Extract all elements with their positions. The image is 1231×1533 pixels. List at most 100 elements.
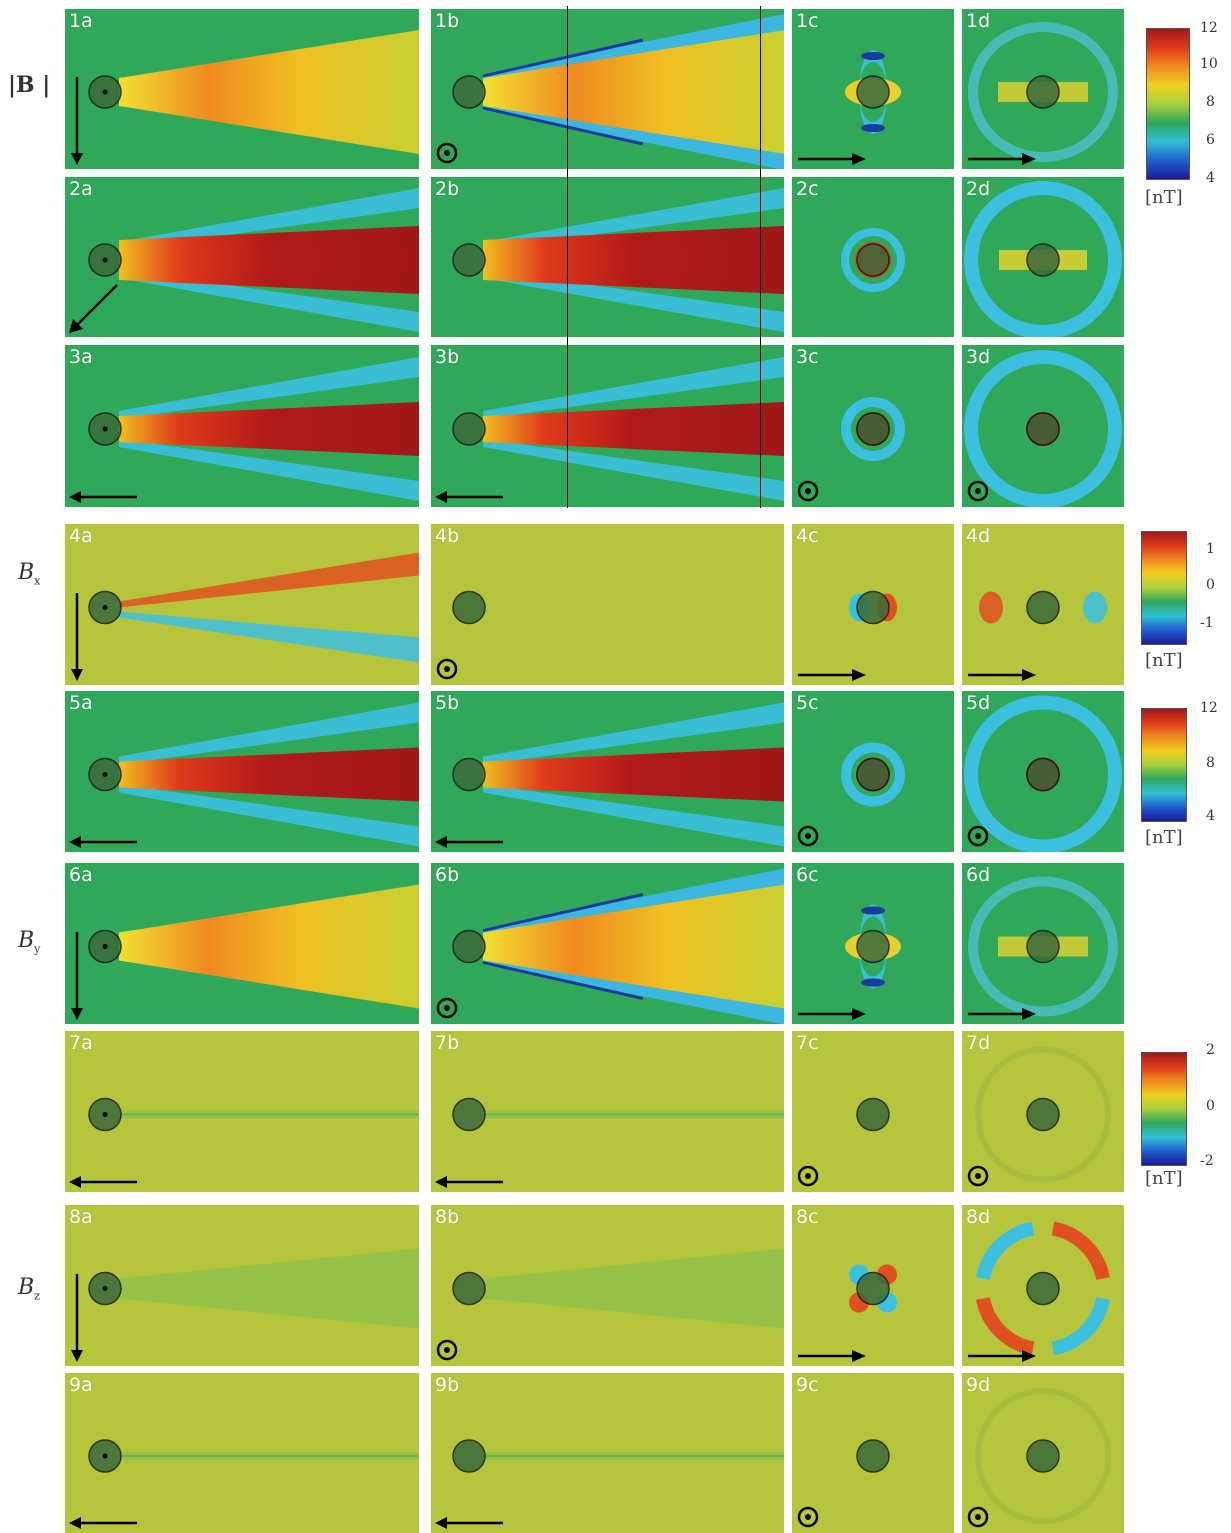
faint-ring — [975, 1388, 1111, 1524]
outer-ring — [968, 876, 1118, 1017]
cb2-tick-1: 0 — [1206, 577, 1215, 593]
body-sphere — [1026, 757, 1060, 792]
wake-plume — [119, 884, 419, 1009]
cb3-tick-2: 4 — [1206, 808, 1215, 824]
out-of-plane-dot — [444, 666, 450, 672]
panel-label: 9b — [435, 1374, 460, 1396]
wake-tail — [119, 402, 419, 456]
arrowhead-left — [69, 836, 81, 848]
outer-ring — [964, 181, 1122, 337]
body-sphere — [452, 1097, 486, 1132]
body-center — [102, 772, 108, 777]
panel-background — [431, 524, 784, 685]
body-sphere — [856, 243, 890, 277]
panel-6d: 6d — [962, 863, 1124, 1024]
out-of-plane-dot — [444, 1347, 450, 1353]
body-sphere — [1026, 412, 1060, 446]
out-of-plane-ring — [797, 1506, 819, 1528]
panel-label: 3d — [966, 346, 991, 368]
body-sphere — [856, 1439, 890, 1473]
body-sphere — [1026, 929, 1060, 964]
out-of-plane-ring — [967, 825, 989, 847]
cb2-tick-2: -1 — [1200, 615, 1214, 631]
arrowhead-right — [1022, 1008, 1036, 1020]
panel-9c: 9c — [792, 1373, 954, 1533]
arc-nw — [976, 1221, 1035, 1281]
arrowhead-right — [852, 669, 866, 681]
panel-2d: 2d — [962, 177, 1124, 337]
panel-label: 3a — [69, 346, 93, 368]
arc-sw — [976, 1296, 1035, 1356]
panel-6c: 6c — [792, 863, 954, 1024]
upper-blue — [861, 906, 885, 915]
arrowhead-right — [1022, 669, 1036, 681]
body-center — [102, 257, 108, 263]
cb3-tick-1: 8 — [1206, 755, 1215, 771]
faint-ring — [975, 1046, 1111, 1183]
arrowhead-down — [71, 1350, 83, 1362]
panel-label: 9d — [966, 1374, 991, 1396]
panel-label: 7a — [69, 1032, 93, 1054]
wake-plume — [483, 30, 784, 154]
panel-6b: 6b — [431, 863, 784, 1024]
out-of-plane-dot — [805, 833, 811, 839]
panel-label: 4c — [796, 525, 819, 547]
wake-tail — [483, 402, 784, 456]
body-sphere — [1026, 1439, 1060, 1473]
body-sphere — [856, 1097, 890, 1132]
panel-8d: 8d — [962, 1205, 1124, 1366]
upper-cavity-edge — [483, 14, 784, 78]
left-positive-lobe — [979, 591, 1003, 624]
outer-ring — [964, 695, 1122, 852]
lower-cavity-edge — [483, 106, 784, 169]
cb1-tick-4: 4 — [1206, 170, 1215, 186]
arrowhead-down — [71, 1008, 83, 1020]
cb1-tick-0: 12 — [1200, 20, 1218, 36]
row-label-magnitude: |B | — [8, 72, 51, 98]
wake-tail — [119, 747, 419, 802]
panel-label: 1a — [69, 10, 93, 32]
upper-blue — [861, 52, 885, 60]
panel-3a: 3a — [65, 345, 419, 507]
panel-background — [65, 1205, 419, 1366]
out-of-plane-dot — [444, 1005, 450, 1011]
out-of-plane-ring — [967, 480, 989, 502]
panel-label: 6a — [69, 864, 93, 886]
body-sphere — [856, 590, 890, 625]
wake-core — [483, 246, 784, 274]
body-sphere — [856, 929, 890, 964]
panel-label: 3c — [796, 346, 819, 368]
outer-ring — [964, 350, 1122, 507]
body-sphere — [1026, 1097, 1060, 1132]
row-label-by: By — [18, 928, 41, 956]
row-label-by-sub: y — [34, 942, 41, 956]
out-of-plane-ring — [436, 142, 458, 164]
cb4-tick-1: 0 — [1206, 1098, 1215, 1114]
arc-ne — [1051, 1221, 1110, 1281]
arrowhead-left — [435, 491, 447, 503]
arrowhead-left — [69, 1517, 81, 1529]
panel-3c: 3c — [792, 345, 954, 507]
panel-label: 5a — [69, 692, 93, 714]
arrowhead-right — [852, 1008, 866, 1020]
body-sphere — [452, 757, 486, 792]
upper-cavity-edge — [483, 868, 784, 933]
arrowhead-down — [71, 669, 83, 681]
body-sphere — [856, 1271, 890, 1306]
panel-label: 5d — [966, 692, 991, 714]
panel-1a: 1a — [65, 9, 419, 169]
arrowhead-right — [1022, 153, 1036, 165]
panel-label: 9c — [796, 1374, 819, 1396]
cb4-tick-2: -2 — [1200, 1153, 1214, 1169]
wake-tail — [483, 747, 784, 802]
panel-5a: 5a — [65, 691, 419, 852]
panel-1d: 1d — [962, 9, 1124, 169]
panel-8b: 8b — [431, 1205, 784, 1366]
faint-wake — [119, 1248, 419, 1329]
panel-label: 5c — [796, 692, 819, 714]
outer-ring — [968, 22, 1118, 162]
body-center — [102, 1112, 108, 1117]
panel-9a: 9a — [65, 1373, 419, 1533]
body-sphere — [1026, 1271, 1060, 1306]
arrowhead-right — [852, 1350, 866, 1362]
